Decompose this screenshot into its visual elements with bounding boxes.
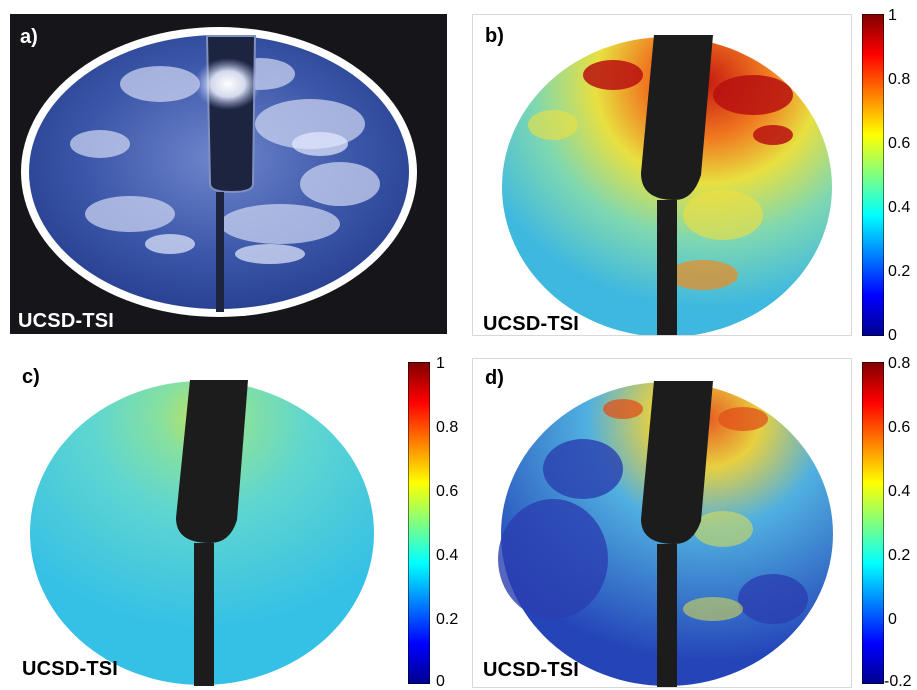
colorbar-b-tick: 0.8 <box>888 71 911 88</box>
colorbar-b-tick: 0.4 <box>888 199 911 216</box>
panel-d: d) UCSD-TSI <box>472 358 852 688</box>
colorbar-c-tick: 0.6 <box>436 483 459 500</box>
colorbar-b-tick: 0.6 <box>888 135 911 152</box>
colorbar-b-tick: 0.2 <box>888 263 911 280</box>
panel-label: d) <box>485 367 504 389</box>
panel-label: a) <box>20 26 38 48</box>
watermark: UCSD-TSI <box>483 313 580 335</box>
colorbar-c-tick: 1 <box>436 355 445 372</box>
colorbar-b-tick: 1 <box>888 7 897 24</box>
cloud-fraction-map <box>473 15 851 335</box>
watermark: UCSD-TSI <box>22 658 119 680</box>
watermark: UCSD-TSI <box>483 659 580 681</box>
panel-a: a) UCSD-TSI <box>10 14 447 334</box>
clear-sky-map <box>10 358 395 686</box>
colorbar-c-tick: 0.2 <box>436 611 459 628</box>
colorbar-c-tick: 0.8 <box>436 419 459 436</box>
panel-label: b) <box>485 25 504 47</box>
panel-b: b) UCSD-TSI <box>472 14 852 336</box>
colorbar-c-tick: 0.4 <box>436 547 459 564</box>
colorbar-d-tick: 0.2 <box>888 547 911 564</box>
watermark: UCSD-TSI <box>18 310 115 332</box>
colorbar-b-tick: 0 <box>888 327 897 344</box>
colorbar-d-tick: -0.2 <box>884 673 912 690</box>
colorbar-d <box>861 361 885 685</box>
panel-c: c) UCSD-TSI <box>10 358 395 686</box>
panel-label: c) <box>22 366 40 388</box>
colorbar-d-tick: 0.6 <box>888 419 911 436</box>
colorbar-d-tick: 0 <box>888 611 897 628</box>
colorbar-d-tick: 0.8 <box>888 355 911 372</box>
colorbar-b <box>861 13 885 337</box>
colorbar-c <box>407 361 431 685</box>
difference-map <box>473 359 851 687</box>
colorbar-c-tick: 0 <box>436 673 445 690</box>
sky-photo <box>10 14 447 334</box>
colorbar-d-tick: 0.4 <box>888 483 911 500</box>
